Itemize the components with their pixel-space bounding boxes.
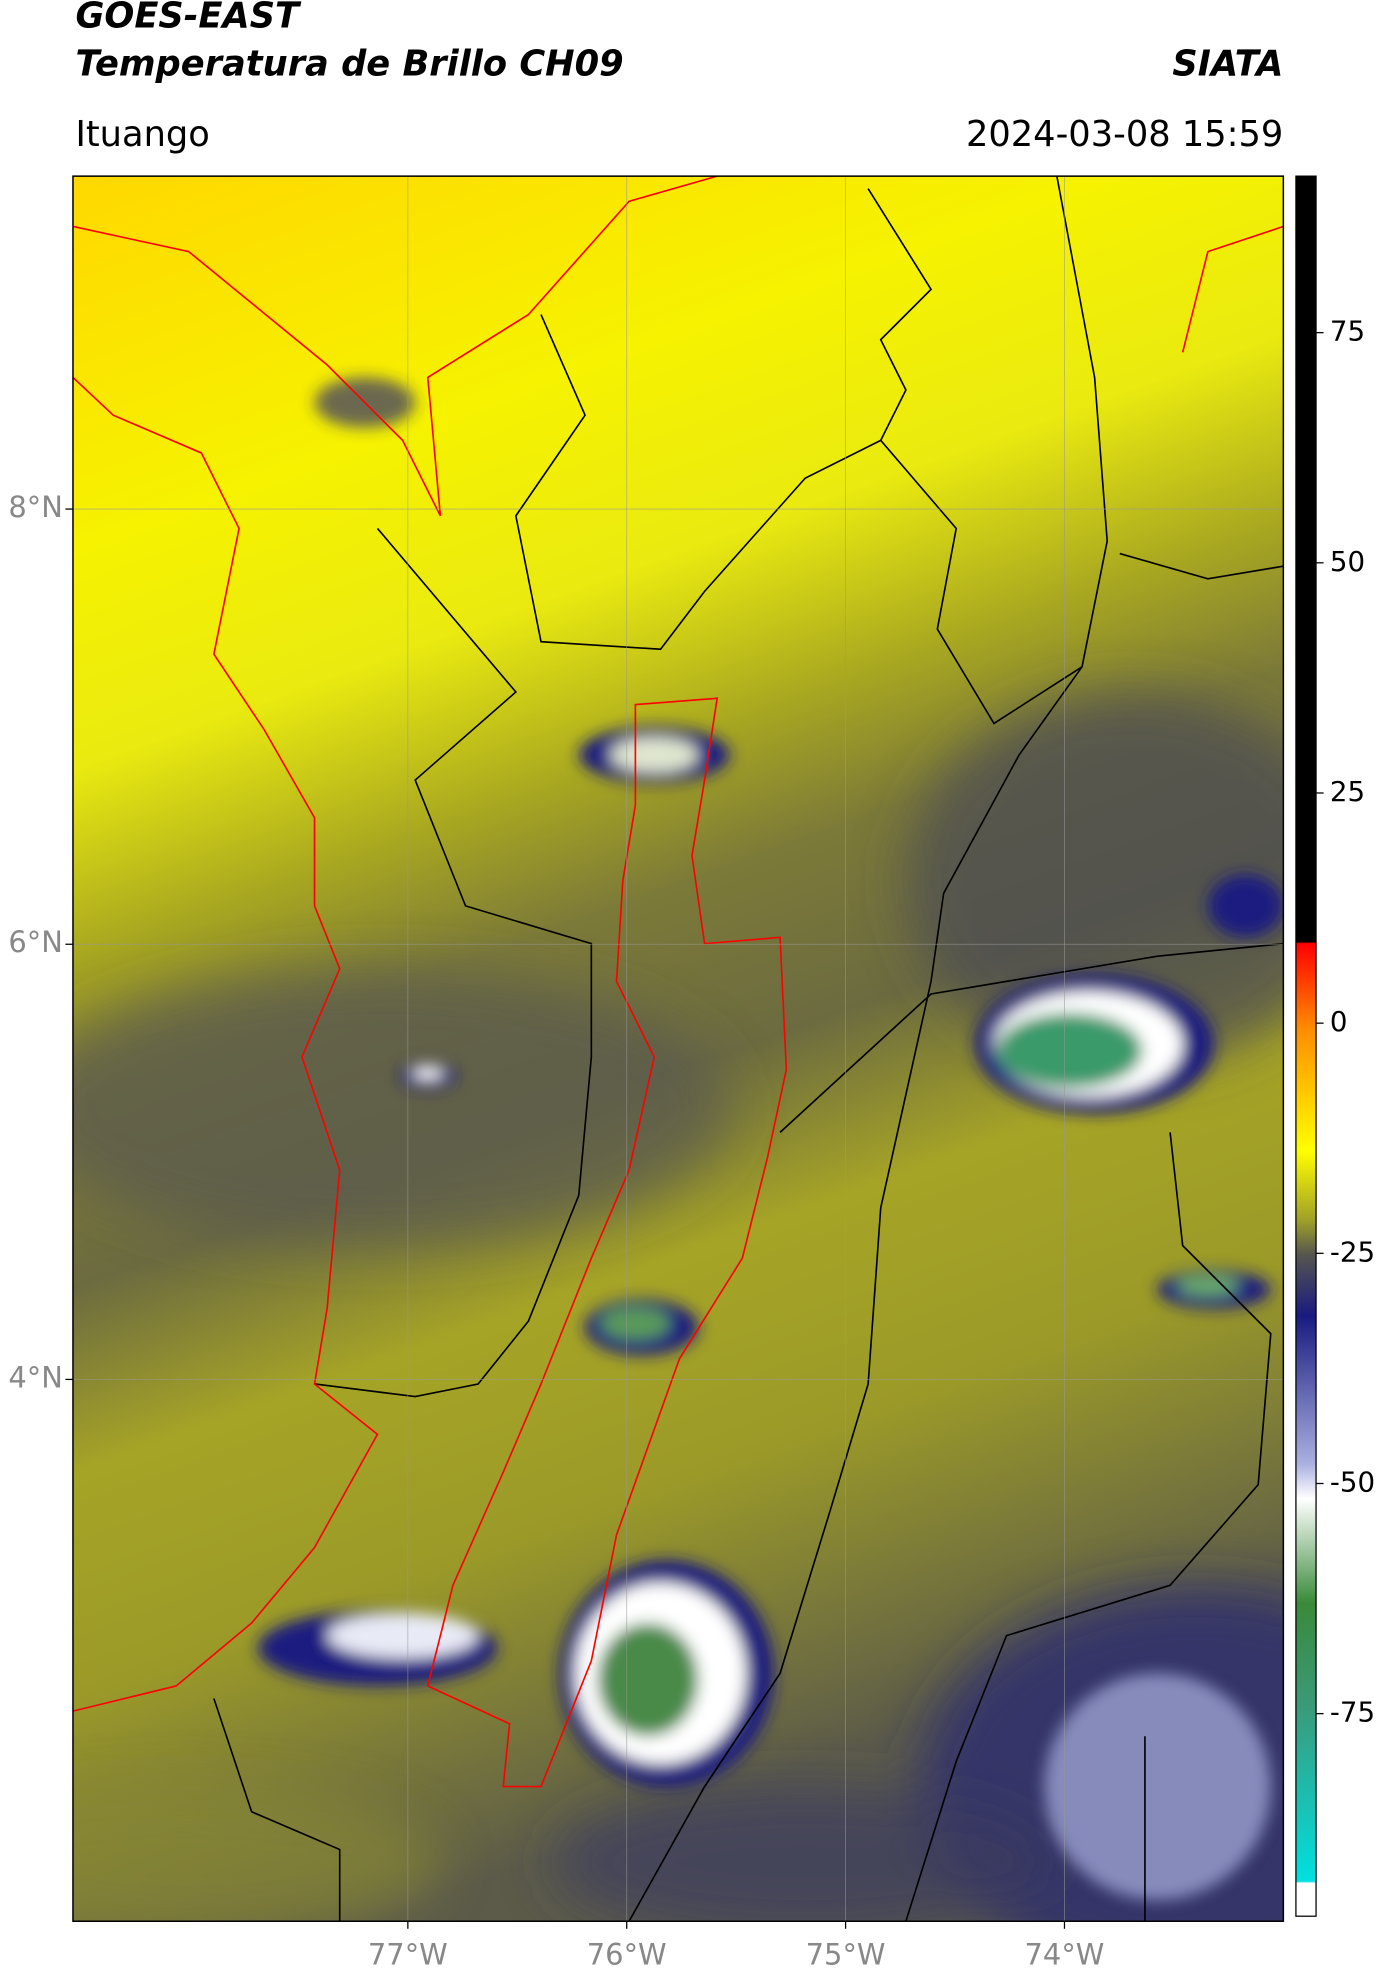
dark-band [905,692,1284,1070]
colorbar-tick-label: -25 [1330,1235,1375,1268]
colorbar-tick-label: 25 [1330,775,1365,808]
cloud [1044,1673,1271,1900]
coast [1181,225,1284,353]
coast [72,176,718,517]
x-tick-label: 77°W [368,1937,448,1971]
border [213,1698,341,1922]
title: GOES-EAST [75,0,302,37]
dark-band [553,1786,1057,1922]
cloud [1176,1275,1240,1296]
x-tick-label: 75°W [806,1937,886,1971]
cloud [327,1612,479,1659]
border [880,176,1109,725]
borders [213,176,1284,1922]
colorbar-tick-label: 50 [1330,545,1365,578]
grid [72,176,1284,1922]
cloud [610,737,699,773]
cloud [1207,874,1284,938]
region-outline [426,697,788,1788]
coastline [72,176,1284,1788]
border [628,666,1083,1922]
x-tick-label: 76°W [587,1937,667,1971]
shading [72,692,1284,1922]
y-tick-label: 8°N [8,490,63,524]
colorbar-tick-label: 0 [1330,1005,1348,1038]
map-image [72,176,1284,1922]
datetime: 2024-03-08 15:59 [966,114,1283,155]
colorbar-tick-label: -75 [1330,1696,1375,1729]
dark-band [72,1786,441,1922]
map-frame [72,175,1285,1922]
border [1119,552,1284,580]
y-tick-label: 4°N [8,1360,63,1394]
dark-band [72,968,730,1246]
location: Ituango [75,114,209,155]
clouds [257,377,1284,1900]
cloud [412,1066,443,1080]
colorbar-tick-label: 75 [1330,315,1365,348]
border [779,942,1284,1133]
colorbar-tick-label: -50 [1330,1465,1375,1498]
x-tick-label: 74°W [1025,1937,1105,1971]
cloud [597,1623,699,1737]
colorbar [1295,175,1317,1917]
subtitle: Temperatura de Brillo CH09 [75,43,623,84]
cloud [600,1307,671,1340]
source: SIATA [1172,43,1283,84]
border [514,188,933,651]
y-tick-label: 6°N [8,925,63,959]
cloud [996,1012,1143,1089]
coast [72,376,379,1712]
border [314,527,593,1398]
border [905,1132,1272,1922]
